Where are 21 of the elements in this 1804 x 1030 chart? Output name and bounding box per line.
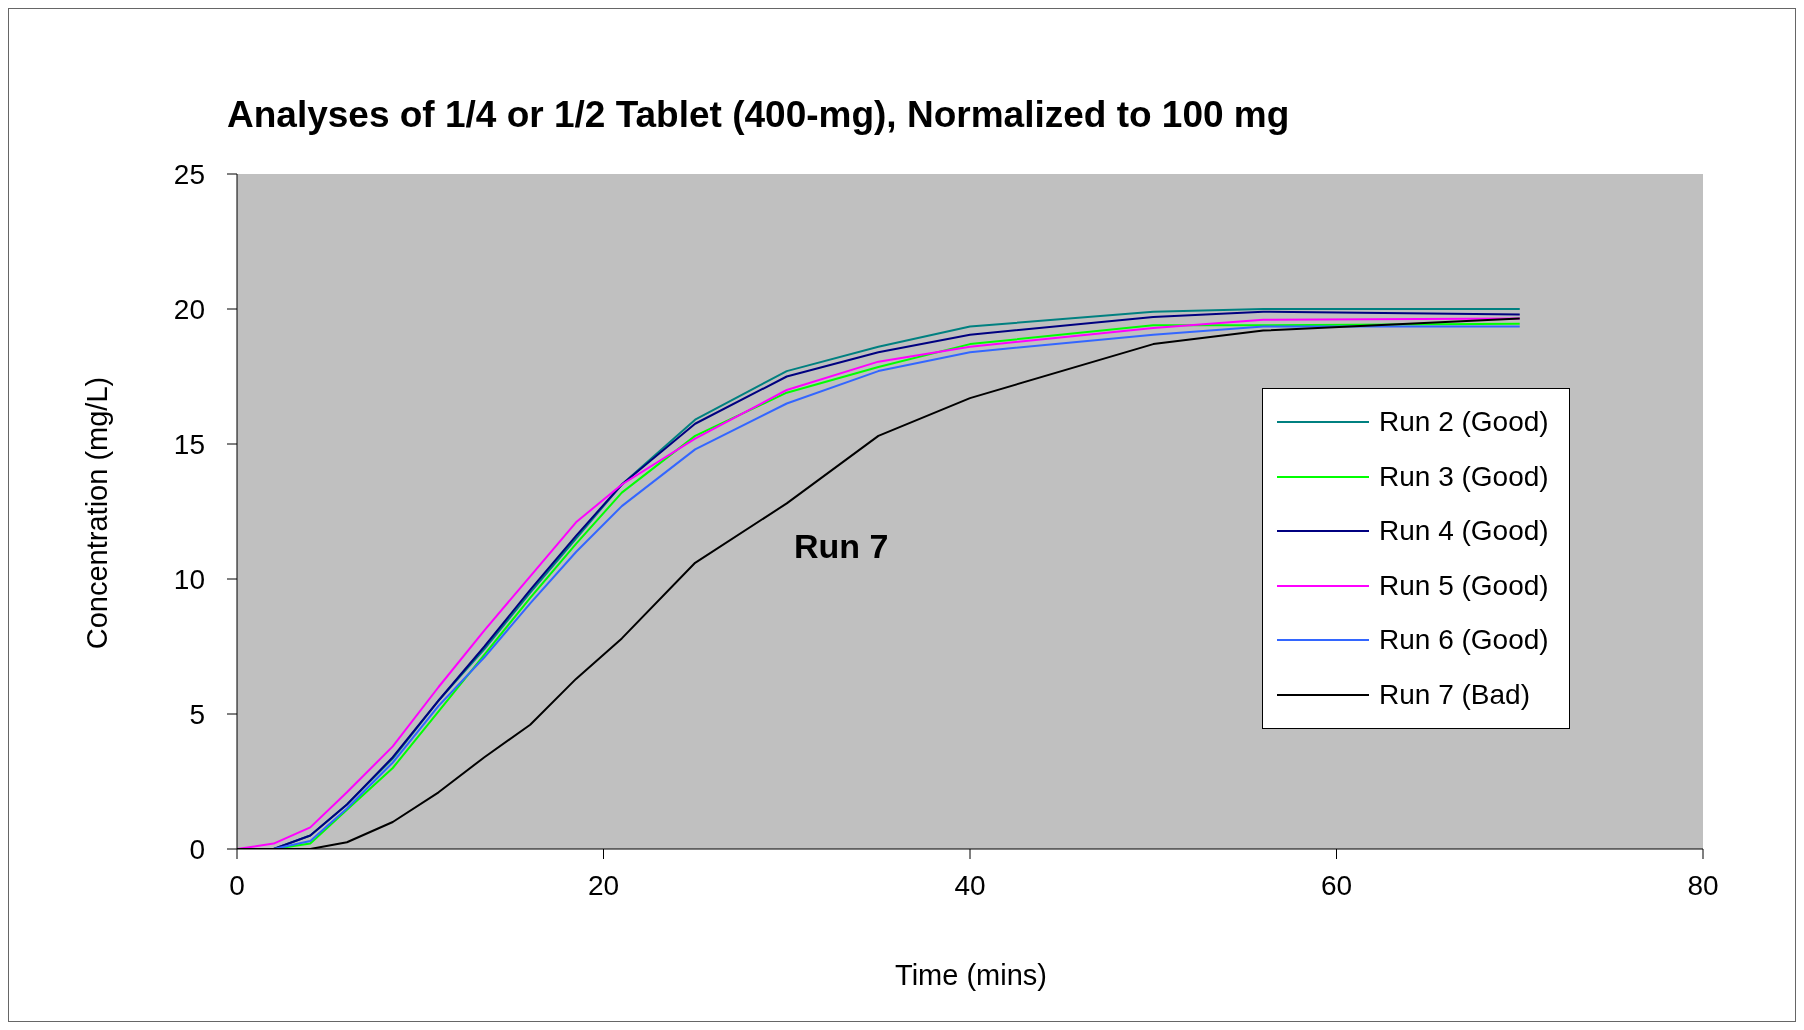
y-tick-label: 5	[189, 698, 205, 730]
y-tick-label: 25	[173, 158, 205, 190]
y-tick-label: 20	[173, 293, 205, 325]
legend-label: Run 4 (Good)	[1379, 514, 1549, 548]
legend-label: Run 6 (Good)	[1379, 623, 1549, 657]
y-tick-label: 10	[173, 563, 205, 595]
chart-title: Analyses of 1/4 or 1/2 Tablet (400-mg), Normalized to 100 mg	[227, 94, 1290, 136]
x-tick-label: 80	[1687, 869, 1719, 901]
legend-label: Run 7 (Bad)	[1379, 677, 1530, 712]
x-tick-label: 0	[229, 869, 245, 901]
y-tick-label: 0	[189, 833, 205, 865]
legend-label: Run 3 (Good)	[1379, 459, 1549, 494]
x-tick-label: 20	[587, 869, 620, 901]
x-axis-title: Time (mins)	[895, 959, 1047, 992]
annotation: Run 7	[794, 527, 889, 566]
legend-label: Run 2 (Good)	[1379, 405, 1549, 439]
x-tick-label: 60	[1320, 869, 1353, 901]
legend-label: Run 5 (Good)	[1379, 568, 1549, 603]
y-tick-label: 15	[173, 428, 205, 460]
x-tick-label: 40	[954, 869, 986, 901]
y-axis-title: Concentration (mg/L)	[80, 376, 114, 649]
